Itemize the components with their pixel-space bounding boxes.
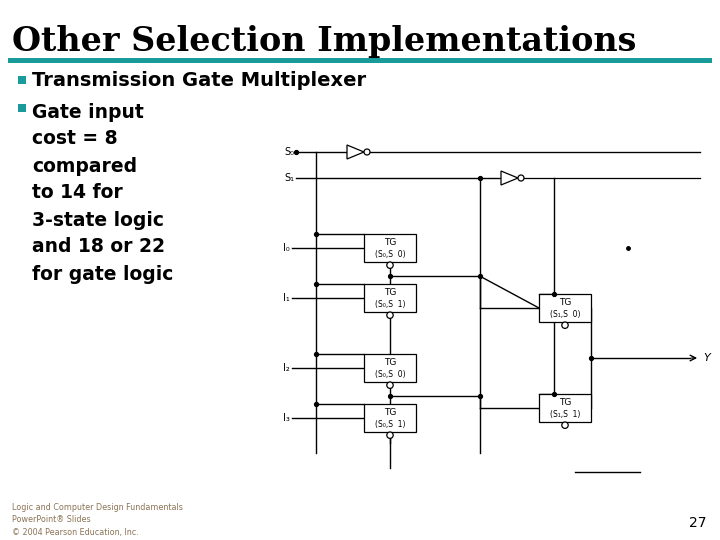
Bar xyxy=(8,58,712,63)
Text: to 14 for: to 14 for xyxy=(32,184,122,202)
Text: I₀: I₀ xyxy=(283,243,290,253)
Text: Gate input: Gate input xyxy=(32,103,144,122)
Text: I₂: I₂ xyxy=(283,363,290,373)
Text: and 18 or 22: and 18 or 22 xyxy=(32,238,165,256)
Text: cost = 8: cost = 8 xyxy=(32,130,117,148)
Bar xyxy=(364,234,416,262)
Text: Logic and Computer Design Fundamentals
PowerPoint® Slides
© 2004 Pearson Educati: Logic and Computer Design Fundamentals P… xyxy=(12,503,183,537)
Bar xyxy=(364,404,416,432)
Circle shape xyxy=(562,322,568,328)
Text: Other Selection Implementations: Other Selection Implementations xyxy=(12,25,636,58)
Text: (S₀,S̄  0): (S₀,S̄ 0) xyxy=(374,370,405,379)
Bar xyxy=(539,394,591,422)
Text: TG: TG xyxy=(384,408,396,417)
Polygon shape xyxy=(501,171,518,185)
Text: (S₀,S̄  0): (S₀,S̄ 0) xyxy=(374,250,405,259)
Bar xyxy=(364,284,416,312)
Text: (S₁,S̄  0): (S₁,S̄ 0) xyxy=(550,310,580,319)
Text: I₁: I₁ xyxy=(283,293,290,303)
Bar xyxy=(18,104,26,112)
Polygon shape xyxy=(347,145,364,159)
Circle shape xyxy=(562,422,568,428)
Text: TG: TG xyxy=(559,298,571,307)
Text: TG: TG xyxy=(384,358,396,367)
Circle shape xyxy=(518,175,524,181)
Circle shape xyxy=(387,312,393,319)
Text: TG: TG xyxy=(384,288,396,297)
Text: compared: compared xyxy=(32,157,137,176)
Text: S₀: S₀ xyxy=(284,147,294,157)
Bar xyxy=(18,76,26,84)
Text: (S₀,S̄  1): (S₀,S̄ 1) xyxy=(374,420,405,429)
Bar xyxy=(364,354,416,382)
Circle shape xyxy=(387,382,393,388)
Text: (S₁,S̄  1): (S₁,S̄ 1) xyxy=(550,410,580,419)
Text: Transmission Gate Multiplexer: Transmission Gate Multiplexer xyxy=(32,71,366,90)
Circle shape xyxy=(364,149,370,155)
Text: TG: TG xyxy=(559,398,571,407)
Circle shape xyxy=(387,432,393,438)
Text: 27: 27 xyxy=(688,516,706,530)
Bar xyxy=(539,294,591,322)
Text: I₃: I₃ xyxy=(283,413,290,423)
Circle shape xyxy=(387,262,393,268)
Text: Y: Y xyxy=(703,353,710,363)
Text: 3-state logic: 3-state logic xyxy=(32,211,164,229)
Text: S₁: S₁ xyxy=(284,173,294,183)
Text: for gate logic: for gate logic xyxy=(32,265,174,284)
Text: TG: TG xyxy=(384,238,396,247)
Text: (S₀,S̄  1): (S₀,S̄ 1) xyxy=(374,300,405,309)
